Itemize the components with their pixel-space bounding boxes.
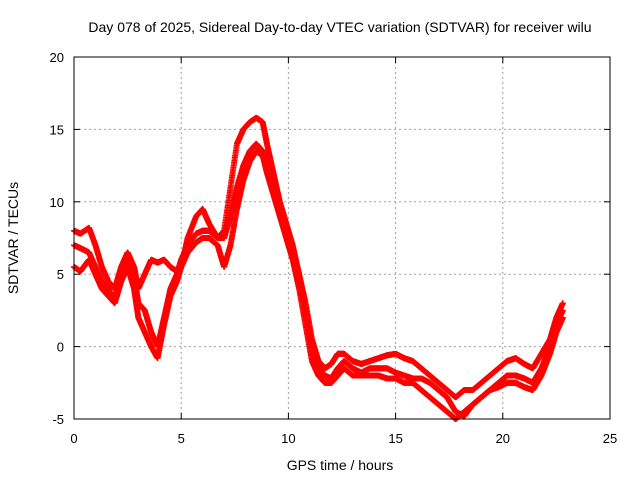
data-points <box>71 114 566 422</box>
data-point <box>559 300 566 307</box>
chart-title: Day 078 of 2025, Sidereal Day-to-day VTE… <box>88 19 591 35</box>
